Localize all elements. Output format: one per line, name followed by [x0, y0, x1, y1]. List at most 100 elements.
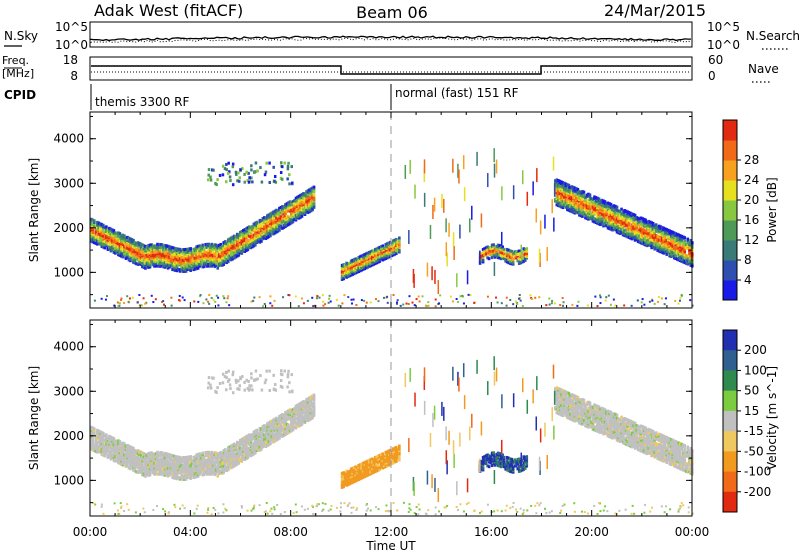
- echo-cell: [281, 208, 284, 212]
- echo-cell: [579, 211, 583, 215]
- echo-cell: [588, 216, 592, 220]
- echo-cell: [639, 236, 643, 240]
- echo-cell: [169, 247, 173, 251]
- echo-cell: [99, 223, 102, 227]
- echo-cell: [148, 262, 152, 266]
- echo-cell: [130, 458, 134, 462]
- echo-cell: [513, 251, 517, 255]
- echo-cell: [108, 233, 111, 237]
- echo-cell: [190, 467, 194, 471]
- echo-cell: [112, 238, 116, 242]
- echo-cell: [678, 257, 682, 261]
- echo-cell: [226, 243, 230, 247]
- echo-cell: [186, 258, 189, 262]
- echo-cell: [545, 304, 548, 307]
- echo-cell: [584, 216, 587, 220]
- echo-cell: [97, 449, 101, 453]
- echo-cell: [490, 245, 494, 249]
- echo-cell: [303, 192, 307, 196]
- echo-cell: [175, 259, 179, 263]
- echo-cell: [199, 262, 203, 266]
- echo-cell: [141, 243, 144, 247]
- echo-cell: [226, 260, 230, 264]
- echo-cell: [163, 465, 167, 469]
- echo-cell: [369, 264, 373, 268]
- echo-cell: [114, 448, 117, 452]
- echo-cell: [275, 219, 278, 223]
- echo-cell: [490, 249, 494, 253]
- echo-cell: [392, 247, 395, 251]
- echo-cell: [196, 460, 200, 464]
- echo-cell: [254, 229, 257, 233]
- echo-cell: [602, 202, 605, 206]
- echo-cell: [91, 435, 95, 439]
- echo-cell: [145, 249, 149, 253]
- echo-cell: [360, 265, 363, 269]
- echo-cell: [144, 249, 147, 253]
- cpid-segment-themis: themis 3300 RF: [95, 95, 189, 109]
- echo-cell: [115, 246, 119, 250]
- echo-cell: [683, 253, 687, 257]
- echo-cell: [226, 466, 230, 470]
- echo-cell: [213, 247, 217, 251]
- echo-cell: [111, 453, 114, 457]
- echo-cell: [627, 225, 631, 229]
- echo-cell: [590, 215, 593, 219]
- echo-cell: [648, 233, 652, 237]
- echo-cell: [398, 239, 401, 243]
- echo-cell: [99, 441, 102, 445]
- echo-cell: [133, 461, 137, 465]
- echo-cell: [575, 196, 578, 200]
- echo-cell: [102, 448, 105, 452]
- echo-cell: [677, 244, 681, 248]
- echo-cell: [205, 298, 208, 301]
- echo-cell: [572, 196, 575, 200]
- echo-cell: [99, 231, 102, 235]
- echo-cell: [656, 238, 659, 242]
- echo-cell: [141, 248, 144, 252]
- echo-cell: [507, 261, 510, 265]
- echo-cell: [290, 221, 293, 225]
- echo-cell: [392, 240, 395, 244]
- echo-cell: [642, 220, 646, 224]
- echo-cell: [124, 446, 128, 450]
- echo-cell: [147, 459, 150, 463]
- echo-cell: [498, 253, 501, 257]
- echo-cell: [587, 206, 590, 210]
- echo-cell: [683, 247, 687, 251]
- echo-cell: [172, 473, 176, 477]
- echo-cell: [254, 235, 257, 239]
- echo-cell: [665, 228, 669, 232]
- echo-cell: [130, 253, 134, 257]
- echo-cell: [364, 258, 368, 262]
- echo-cell: [677, 247, 681, 251]
- echo-cell: [178, 252, 182, 256]
- echo-cell: [202, 260, 206, 264]
- echo-cell: [109, 230, 113, 234]
- echo-cell: [358, 267, 362, 271]
- echo-cell: [354, 268, 357, 272]
- echo-cell: [243, 450, 247, 454]
- echo-cell: [159, 264, 162, 268]
- echo-cell: [505, 255, 509, 259]
- echo-cell: [228, 246, 232, 250]
- echo-cell: [623, 224, 626, 228]
- echo-cell: [243, 240, 247, 244]
- echo-cell: [271, 304, 274, 307]
- echo-cell: [175, 456, 179, 460]
- echo-cell: [575, 188, 578, 192]
- echo-cell: [114, 234, 117, 238]
- echo-cell: [585, 216, 589, 220]
- echo-cell: [96, 435, 99, 439]
- echo-cell: [606, 217, 610, 221]
- echo-cell: [196, 452, 200, 456]
- echo-cell: [258, 296, 261, 299]
- echo-cell: [636, 216, 640, 220]
- echo-cell: [132, 252, 135, 256]
- echo-cell: [612, 213, 616, 217]
- echo-cell: [678, 241, 682, 245]
- echo-cell: [225, 465, 229, 469]
- echo-cell: [612, 210, 616, 214]
- echo-cell: [216, 249, 220, 253]
- echo-cell: [150, 455, 153, 459]
